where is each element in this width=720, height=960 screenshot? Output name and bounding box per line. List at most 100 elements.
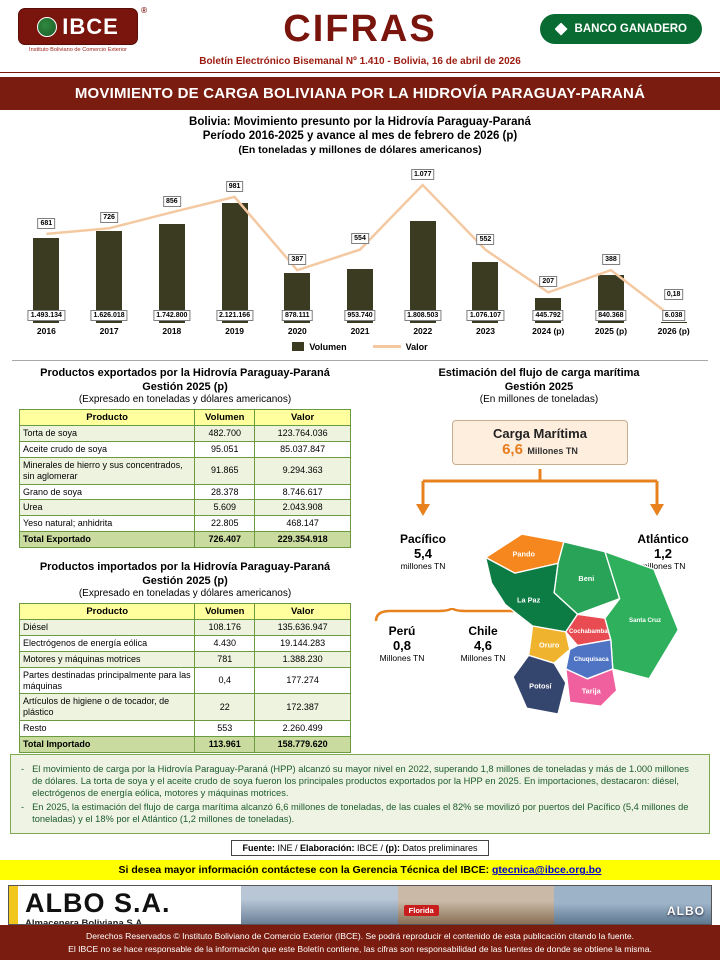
pacifico-label: Pacífico [399, 531, 447, 546]
value-cell: 482.700 [194, 425, 256, 443]
legend-volumen: Volumen [292, 341, 347, 352]
right-column: Estimación del flujo de carga marítima G… [368, 366, 710, 748]
legend-valor-label: Valor [405, 341, 428, 352]
albo-logo-block: ALBO S.A. Almacenera Boliviana S.A. “Alm… [9, 886, 241, 924]
atlantico-value: 1,2 [653, 545, 673, 561]
department-label: Beni [578, 574, 594, 583]
product-cell: Partes destinadas principalmente para la… [18, 666, 196, 695]
maritime-title: Estimación del flujo de carga marítima G… [368, 366, 710, 395]
valor-label: 0,18 [663, 288, 684, 300]
value-cell: 135.636.947 [254, 619, 351, 637]
table-row: Motores y máquinas motrices 781 1.388.230 [18, 651, 351, 668]
carga-maritima-value: 6,6 [502, 440, 523, 458]
bank-label: BANCO GANADERO [574, 23, 687, 35]
column-header: Valor [254, 409, 351, 427]
valor-label: 388 [602, 253, 620, 265]
imports-subtitle: (Expresado en toneladas y dólares americ… [78, 588, 292, 600]
product-cell: Electrógenos de energía eólica [18, 635, 196, 653]
fuente-label: Fuente: [242, 843, 275, 854]
photo-sign-label: ALBO [667, 904, 706, 919]
product-cell: Aceite crudo de soya [18, 441, 196, 459]
exports-title-line2: Gestión 2025 (p) [142, 381, 228, 394]
chart-plot-area: 681 726 856 981 387 554 1.077 552 207 388 0,18 1.49… [15, 163, 705, 323]
valor-line-swatch-icon [372, 345, 401, 349]
peru-value: 0,8 [392, 637, 412, 653]
product-cell: Minerales de hierro y sus concentrados, … [18, 457, 196, 485]
photo-chip-label: Florida [403, 905, 439, 917]
valor-label: 681 [37, 217, 56, 229]
x-axis-label: 2024 (p) [532, 325, 565, 336]
chile-label: Chile [468, 623, 498, 638]
product-cell: Resto [18, 720, 196, 737]
x-axis-label: 2016 [36, 325, 56, 336]
legend-volumen-label: Volumen [309, 341, 347, 352]
x-axis-label: 2022 [413, 325, 433, 336]
imports-block: Productos importados por la Hidrovía Par… [10, 560, 360, 753]
product-cell: Urea [18, 499, 196, 517]
value-cell: 95.051 [194, 441, 256, 459]
volume-bar [660, 321, 687, 323]
exports-table: Producto Volumen Valor Torta de soya 482.70… [18, 409, 351, 548]
column-header: Producto [18, 409, 196, 427]
carga-maritima-unit: Millones TN [527, 445, 578, 456]
product-cell: Artículos de higiene o de tocador, de pl… [18, 693, 196, 722]
chart-legend: Volumen Valor [15, 342, 705, 352]
table-row: Partes destinadas principalmente para la… [18, 666, 351, 695]
footer-line1: Derechos Reservados © Instituto Bolivian… [85, 931, 635, 942]
elaboracion-value: IBCE / [354, 843, 386, 854]
column-header: Producto [18, 603, 196, 621]
chile-unit: Millones TN [460, 652, 506, 663]
volume-bar [96, 230, 123, 323]
ad-photo-port [241, 886, 398, 925]
department-label: Potosí [529, 681, 552, 690]
column-header: Valor [254, 603, 351, 621]
table-row: Minerales de hierro y sus concentrados, … [18, 457, 351, 485]
contact-email-link[interactable]: gtecnica@ibce.org.bo [492, 864, 602, 877]
pacifico-unit: millones TN [400, 560, 446, 571]
value-cell: 726.407 [194, 531, 256, 548]
value-cell: 22 [194, 693, 256, 722]
note-item: - El movimiento de carga por la Hidrovía … [21, 763, 689, 799]
value-cell: 781 [194, 651, 256, 668]
valor-label: 207 [539, 276, 558, 288]
product-cell: Yeso natural; anhidrita [18, 515, 196, 533]
value-cell: 0,4 [194, 666, 256, 695]
maritime-subtitle: (En millones de toneladas) [479, 394, 599, 406]
maritime-title-line2: Gestión 2025 [504, 381, 574, 394]
table-row: Electrógenos de energía eólica 4.430 19.14… [18, 635, 351, 653]
registered-mark: ® [141, 6, 147, 15]
bolivia-departments-map: Pando Beni La Paz Cochabamba Santa Cruz Oruro… [484, 533, 680, 715]
footer: Derechos Reservados © Instituto Bolivian… [0, 925, 720, 960]
x-axis-label: 2017 [99, 325, 119, 336]
exports-subtitle: (Expresado en toneladas y dólares americ… [78, 394, 292, 406]
column-header: Volumen [194, 409, 256, 427]
x-axis-label: 2019 [225, 325, 245, 336]
imports-header-row: Producto Volumen Valor [18, 603, 351, 621]
department-label: Oruro [539, 640, 560, 649]
volume-label: 878.111 [282, 309, 313, 321]
valor-label: 387 [288, 254, 307, 266]
value-cell: 85.037.847 [254, 441, 351, 459]
department-label: La Paz [517, 595, 541, 604]
value-cell: 5.609 [194, 499, 256, 517]
volume-bar [33, 238, 60, 323]
imports-title-line2: Gestión 2025 (p) [142, 575, 228, 588]
ibce-logo-box: IBCE ® [18, 6, 147, 45]
bar-line-chart: 681 726 856 981 387 554 1.077 552 207 388 0,18 1.49… [15, 163, 705, 352]
x-axis-label: 2018 [162, 325, 182, 336]
product-cell: Total Importado [18, 735, 196, 753]
flow-connector-arrows [416, 468, 664, 516]
x-axis-label: 2026 (p) [657, 325, 690, 336]
valor-label: 554 [351, 233, 369, 245]
value-cell: 468.147 [254, 515, 351, 533]
volume-label: 1.626.018 [90, 309, 128, 321]
value-cell: 8.746.617 [254, 483, 351, 501]
product-cell: Total Exportado [18, 531, 196, 548]
value-cell: 22.805 [194, 515, 256, 533]
department-label: Chuquisaca [574, 656, 609, 663]
value-cell: 4.430 [194, 635, 256, 653]
value-cell: 158.779.620 [254, 735, 351, 753]
albo-ad-banner[interactable]: ALBO S.A. Almacenera Boliviana S.A. “Alm… [8, 885, 712, 926]
elaboracion-label: Elaboración: [299, 843, 355, 854]
